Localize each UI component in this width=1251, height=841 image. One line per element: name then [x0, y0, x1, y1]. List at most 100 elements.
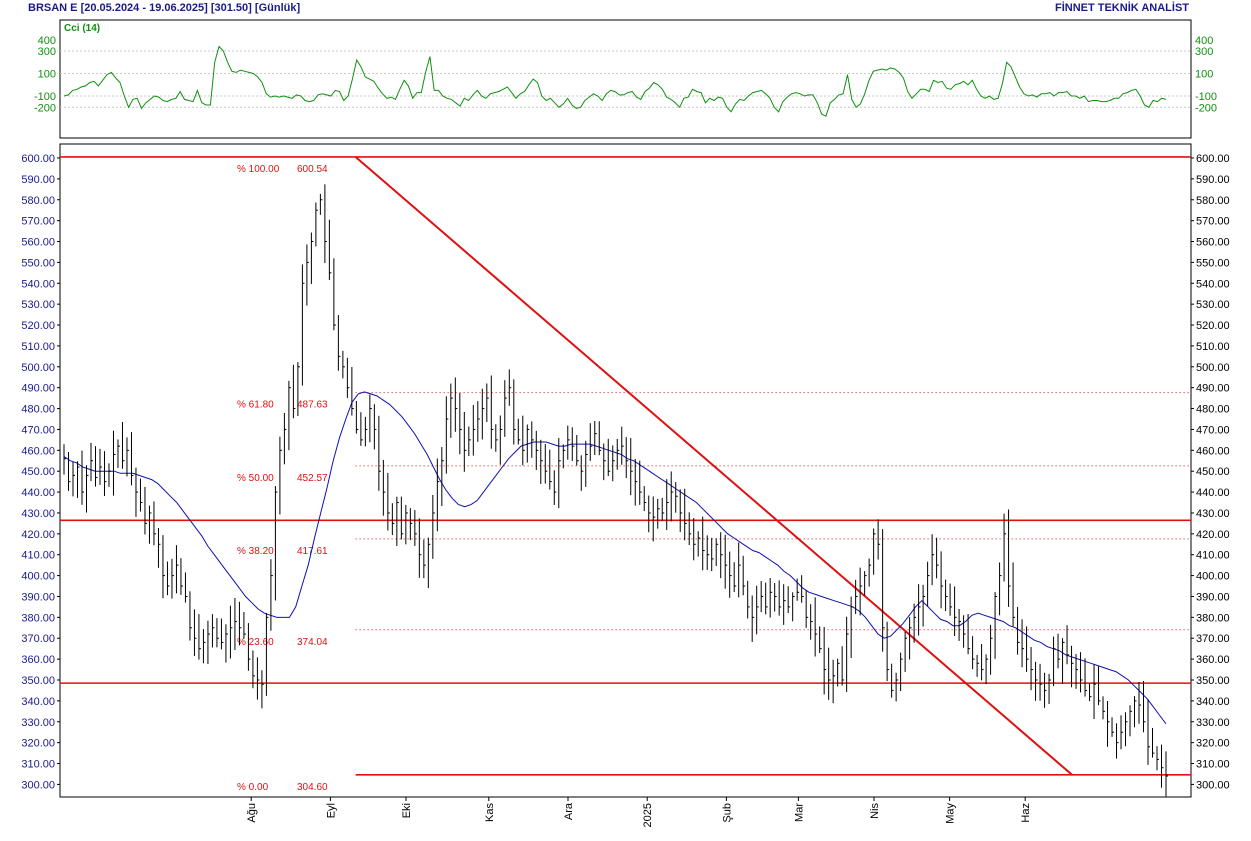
cci-tick-left: 100: [38, 69, 56, 81]
price-tick-left: 320.00: [21, 738, 55, 750]
fib-level-pct: % 50.00: [237, 473, 274, 484]
cci-tick-left: 300: [38, 46, 56, 58]
price-tick-left: 430.00: [21, 508, 55, 520]
price-tick-left: 450.00: [21, 466, 55, 478]
price-tick-right: 520.00: [1196, 320, 1230, 332]
price-tick-right: 540.00: [1196, 278, 1230, 290]
x-tick-label: Haz: [1020, 803, 1032, 823]
price-tick-left: 390.00: [21, 591, 55, 603]
price-tick-left: 490.00: [21, 383, 55, 395]
price-tick-right: 300.00: [1196, 779, 1230, 791]
fib-level-value: 487.63: [297, 400, 328, 411]
price-tick-left: 380.00: [21, 612, 55, 624]
price-tick-right: 550.00: [1196, 257, 1230, 269]
chart-header: BRSAN E [20.05.2024 - 19.06.2025] [301.5…: [28, 2, 300, 14]
x-tick-label: Ağu: [246, 803, 258, 823]
price-tick-right: 370.00: [1196, 633, 1230, 645]
x-tick-label: Ara: [563, 802, 575, 820]
last-price-label: [301.50]: [210, 2, 252, 14]
price-tick-left: 560.00: [21, 237, 55, 249]
price-tick-left: 420.00: [21, 529, 55, 541]
x-tick-label: Mar: [793, 803, 805, 822]
x-tick-label: Kas: [484, 803, 496, 822]
price-tick-left: 570.00: [21, 216, 55, 228]
price-tick-right: 310.00: [1196, 759, 1230, 771]
price-tick-right: 430.00: [1196, 508, 1230, 520]
symbol-label: BRSAN E: [28, 2, 78, 14]
x-tick-label: Eki: [401, 803, 413, 818]
price-tick-right: 420.00: [1196, 529, 1230, 541]
cci-tick-right: 300: [1195, 46, 1213, 58]
price-tick-right: 560.00: [1196, 237, 1230, 249]
fib-level-value: 374.04: [297, 637, 328, 648]
fib-level-pct: % 100.00: [237, 164, 280, 175]
price-tick-right: 440.00: [1196, 487, 1230, 499]
price-tick-right: 480.00: [1196, 404, 1230, 416]
date-range-label: [20.05.2024 - 19.06.2025]: [80, 2, 208, 14]
price-tick-right: 450.00: [1196, 466, 1230, 478]
price-tick-left: 540.00: [21, 278, 55, 290]
price-tick-left: 480.00: [21, 404, 55, 416]
price-tick-right: 490.00: [1196, 383, 1230, 395]
cci-tick-left: -200: [34, 102, 56, 114]
price-tick-left: 400.00: [21, 571, 55, 583]
price-tick-left: 310.00: [21, 759, 55, 771]
price-tick-right: 380.00: [1196, 612, 1230, 624]
fib-level-pct: % 38.20: [237, 546, 274, 557]
cci-tick-right: 400: [1195, 35, 1213, 47]
cci-title: Cci (14): [64, 23, 100, 34]
x-tick-label: Eyl: [325, 803, 337, 818]
brand-label: FİNNET TEKNİK ANALİST: [1054, 2, 1189, 14]
price-tick-right: 400.00: [1196, 571, 1230, 583]
price-tick-left: 500.00: [21, 362, 55, 374]
price-tick-right: 390.00: [1196, 591, 1230, 603]
price-tick-left: 350.00: [21, 675, 55, 687]
price-tick-right: 470.00: [1196, 424, 1230, 436]
price-tick-left: 510.00: [21, 341, 55, 353]
cci-tick-right: 100: [1195, 69, 1213, 81]
price-tick-left: 330.00: [21, 717, 55, 729]
price-tick-left: 580.00: [21, 195, 55, 207]
price-tick-right: 570.00: [1196, 216, 1230, 228]
price-tick-left: 370.00: [21, 633, 55, 645]
fib-level-value: 417.61: [297, 546, 328, 557]
price-tick-right: 590.00: [1196, 174, 1230, 186]
price-tick-right: 360.00: [1196, 654, 1230, 666]
price-tick-left: 600.00: [21, 153, 55, 165]
cci-tick-left: -100: [34, 91, 56, 103]
price-tick-left: 590.00: [21, 174, 55, 186]
cci-tick-left: 400: [38, 35, 56, 47]
price-tick-right: 600.00: [1196, 153, 1230, 165]
price-tick-right: 320.00: [1196, 738, 1230, 750]
x-tick-label: May: [945, 803, 957, 824]
price-tick-left: 530.00: [21, 299, 55, 311]
fib-level-value: 600.54: [297, 164, 328, 175]
price-tick-left: 440.00: [21, 487, 55, 499]
price-tick-right: 350.00: [1196, 675, 1230, 687]
fib-level-pct: % 61.80: [237, 400, 274, 411]
fib-level-value: 452.57: [297, 473, 328, 484]
price-tick-left: 410.00: [21, 550, 55, 562]
cci-tick-right: -100: [1195, 91, 1217, 103]
price-tick-right: 340.00: [1196, 696, 1230, 708]
price-tick-right: 510.00: [1196, 341, 1230, 353]
period-label: [Günlük]: [254, 2, 301, 14]
price-tick-right: 410.00: [1196, 550, 1230, 562]
cci-panel-frame: [59, 19, 1192, 139]
fib-level-value: 304.60: [297, 782, 328, 793]
trendline: [354, 156, 1073, 776]
x-tick-label: Şub: [721, 803, 733, 823]
x-tick-label: 2025: [642, 803, 654, 827]
price-tick-left: 340.00: [21, 696, 55, 708]
price-tick-right: 530.00: [1196, 299, 1230, 311]
price-tick-left: 300.00: [21, 779, 55, 791]
cci-tick-right: -200: [1195, 102, 1217, 114]
price-tick-right: 580.00: [1196, 195, 1230, 207]
x-tick-label: Nis: [869, 803, 881, 819]
fib-level-pct: % 0.00: [237, 782, 269, 793]
price-tick-left: 360.00: [21, 654, 55, 666]
moving-average-line: [63, 391, 1167, 725]
price-panel-frame: [59, 143, 1192, 798]
price-tick-right: 330.00: [1196, 717, 1230, 729]
